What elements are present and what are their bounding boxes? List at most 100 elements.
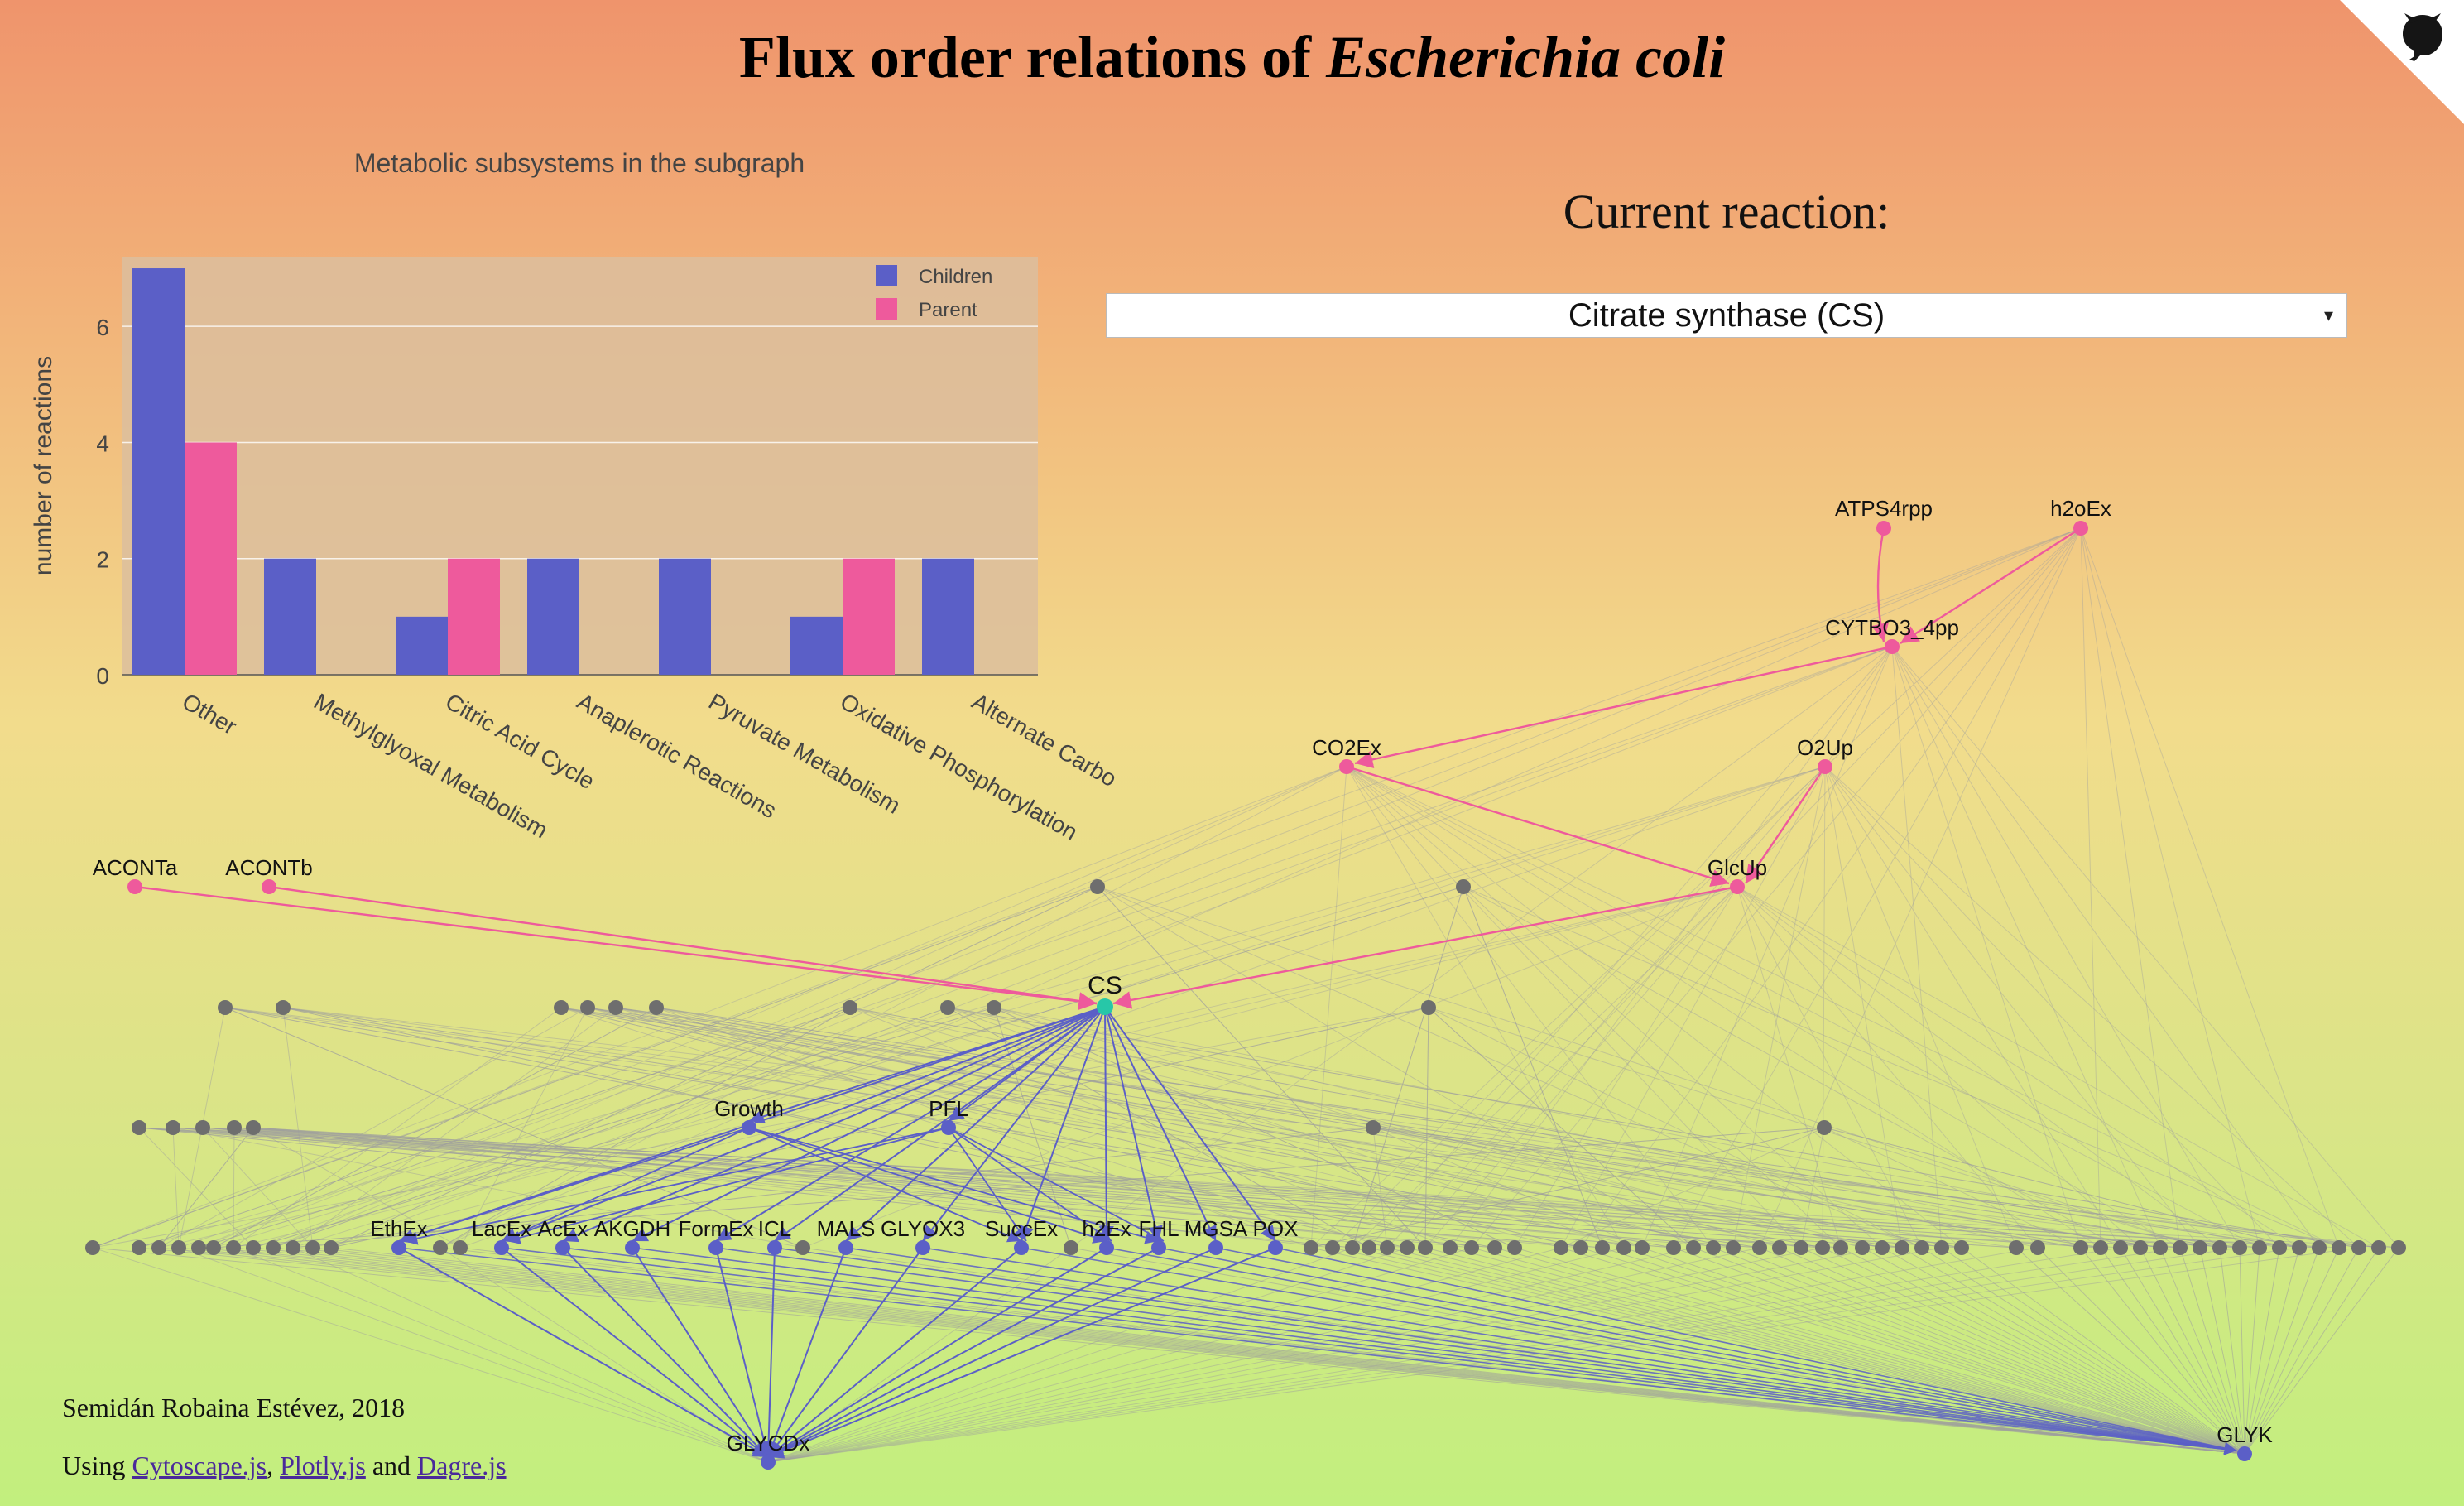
edge <box>282 1007 2399 1249</box>
graph-node <box>2312 1240 2327 1255</box>
graph-node <box>1772 1240 1787 1255</box>
graph-node <box>1090 879 1105 894</box>
edge <box>330 1007 1429 1249</box>
graph-node-cytbo3_4pp <box>1885 639 1900 654</box>
edge <box>849 1007 1714 1249</box>
footer-using-text: Using <box>62 1451 126 1480</box>
reaction-select[interactable]: Citrate synthase (CS) ▾ <box>1106 293 2347 338</box>
child-edge <box>501 1247 769 1458</box>
title-species: Escherichia coli <box>1326 24 1726 90</box>
graph-node <box>1686 1240 1701 1255</box>
edge <box>1891 646 2399 1249</box>
y-axis-label: number of reactions <box>30 356 57 575</box>
child-edge <box>767 1247 1160 1458</box>
edge <box>198 1007 995 1249</box>
github-corner[interactable] <box>2340 0 2464 124</box>
edge <box>767 1247 1694 1463</box>
edge <box>1623 1247 2245 1455</box>
edge <box>615 1007 2161 1249</box>
edge <box>1736 886 2039 1249</box>
chart-title: Metabolic subsystems in the subgraph <box>354 148 805 178</box>
edge <box>1449 1247 2245 1455</box>
edge <box>1332 766 1826 1249</box>
edge <box>2244 1247 2360 1455</box>
child-edge <box>767 1247 924 1458</box>
edge <box>1471 1247 2245 1455</box>
graph-node <box>1875 1240 1890 1255</box>
graph-node <box>2073 1240 2088 1255</box>
graph-node <box>2252 1240 2267 1255</box>
edge <box>1346 766 2101 1249</box>
edge <box>2080 1247 2245 1455</box>
edge <box>292 1127 1374 1249</box>
child-edge <box>398 1247 769 1458</box>
graph-node <box>1794 1240 1808 1255</box>
graph-node-atps4rpp <box>1876 521 1891 536</box>
graph-node-label: GLYCDx <box>727 1431 810 1455</box>
edge <box>1428 1007 1694 1249</box>
edge <box>767 1247 1823 1463</box>
edge <box>439 527 2082 1249</box>
edge <box>282 1007 1408 1249</box>
edge <box>1097 886 1426 1249</box>
edge <box>459 766 1826 1249</box>
edge <box>138 1127 1603 1249</box>
edge <box>1824 766 2360 1249</box>
plotly-link[interactable]: Plotly.js <box>280 1451 366 1480</box>
edge <box>1346 766 2260 1249</box>
edge <box>1891 646 2241 1249</box>
edge <box>233 1127 1823 1249</box>
edge <box>1921 1247 2245 1455</box>
graph-node <box>1443 1240 1458 1255</box>
edge <box>233 1127 235 1249</box>
dagre-link[interactable]: Dagre.js <box>417 1451 507 1480</box>
graph-node-glyox3 <box>915 1240 930 1255</box>
graph-node-succex <box>1014 1240 1029 1255</box>
edge <box>282 1007 1674 1249</box>
edge <box>272 527 2082 1249</box>
graph-node <box>2093 1240 2108 1255</box>
graph-node-label: CO2Ex <box>1312 735 1381 760</box>
child-edge <box>632 1247 2237 1455</box>
edge <box>2244 1247 2300 1455</box>
edge <box>767 1247 1472 1463</box>
edge <box>1097 886 1426 1249</box>
edge <box>1463 886 2340 1249</box>
graph-node <box>1635 1240 1650 1255</box>
github-octocat-icon[interactable] <box>2393 8 2452 68</box>
graph-node <box>1706 1240 1721 1255</box>
graph-node <box>1507 1240 1522 1255</box>
edge <box>767 1247 2039 1463</box>
edge <box>1736 886 1923 1249</box>
edge <box>92 766 1347 1249</box>
edge <box>1346 766 1962 1249</box>
graph-node-mals <box>838 1240 853 1255</box>
child-edges <box>398 1006 2237 1459</box>
edge <box>2219 1247 2245 1455</box>
edge <box>767 1247 2360 1463</box>
edge <box>1346 766 1625 1249</box>
edge <box>330 886 1098 1249</box>
edge <box>1352 1247 2245 1455</box>
child-edge <box>1275 1247 2237 1455</box>
edge <box>1494 1247 2245 1455</box>
edge <box>947 1007 1863 1249</box>
graph-node-label: EthEx <box>370 1216 427 1241</box>
graph-node-glyk <box>2237 1446 2252 1461</box>
edge <box>172 1127 2017 1249</box>
graph-node <box>1366 1120 1381 1135</box>
graph-node <box>1666 1240 1681 1255</box>
edge <box>272 1007 949 1249</box>
edge <box>292 1007 617 1249</box>
graph-node <box>226 1240 241 1255</box>
graph-node <box>246 1240 261 1255</box>
edge <box>158 1127 254 1249</box>
edge <box>330 646 1893 1249</box>
graph-node <box>1418 1240 1433 1255</box>
edge <box>1800 1247 2245 1455</box>
edge <box>1641 646 1893 1249</box>
edge <box>92 1247 2245 1455</box>
edge <box>1779 1247 2245 1455</box>
cytoscape-link[interactable]: Cytoscape.js <box>132 1451 267 1480</box>
